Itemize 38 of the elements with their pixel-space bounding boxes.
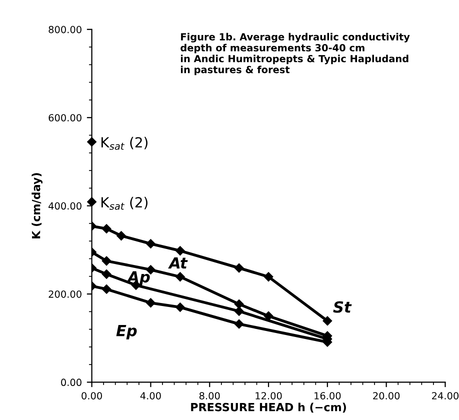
y-tick-label: 400.00 (48, 202, 82, 210)
point (176, 302, 185, 312)
x-tick-label: 4.00 (140, 392, 161, 400)
point (322, 316, 332, 326)
point (234, 263, 244, 273)
point (102, 270, 112, 279)
point (234, 319, 244, 329)
point (146, 239, 156, 248)
x-axis-title: PRESSURE HEAD h (−cm) (191, 402, 346, 413)
y-tick-label: 800.00 (48, 26, 82, 34)
x-tick-label: 8.00 (199, 392, 220, 400)
series-label: Ap (126, 271, 150, 286)
y-tick-label: 0.00 (61, 378, 82, 386)
x-tick-label: 12.00 (256, 392, 282, 400)
annotation: K$_{sat}$ (2) (101, 196, 148, 210)
point (102, 256, 112, 266)
y-tick-label: 600.00 (48, 114, 82, 122)
series-label: St (333, 301, 352, 313)
point (176, 246, 185, 256)
point (176, 272, 185, 282)
x-tick-label: 16.00 (314, 392, 341, 400)
y-tick-label: 200.00 (48, 290, 82, 298)
x-tick-label: 20.00 (373, 392, 400, 400)
y-axis-title: K (cm/day) (32, 173, 43, 238)
point (116, 231, 126, 240)
x-tick-label: 24.00 (432, 392, 458, 400)
point (102, 224, 112, 234)
annotation: K$_{sat}$ (2) (101, 136, 148, 150)
series-label: At (168, 257, 188, 268)
series-label: Ep (116, 325, 137, 340)
text: Figure 1b. Average hydraulic conductivity depth of measurements 30-40 cm in Andic Humitropepts & Typic Hapludand in pastures & forest (180, 32, 410, 76)
point (234, 300, 244, 309)
point (264, 311, 274, 321)
point (264, 272, 274, 282)
point (146, 298, 156, 308)
point (234, 306, 244, 316)
point (102, 284, 112, 294)
x-tick-label: 0.00 (82, 392, 102, 400)
